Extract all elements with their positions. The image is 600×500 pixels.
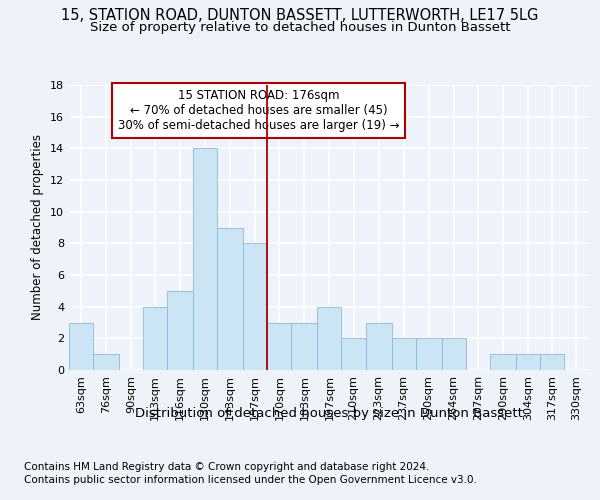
- Y-axis label: Number of detached properties: Number of detached properties: [31, 134, 44, 320]
- Bar: [317, 306, 341, 370]
- Bar: [243, 244, 268, 370]
- Bar: [93, 354, 119, 370]
- Bar: [516, 354, 540, 370]
- Bar: [167, 291, 193, 370]
- Bar: [416, 338, 442, 370]
- Bar: [217, 228, 243, 370]
- Text: 15, STATION ROAD, DUNTON BASSETT, LUTTERWORTH, LE17 5LG: 15, STATION ROAD, DUNTON BASSETT, LUTTER…: [61, 8, 539, 22]
- Bar: [341, 338, 365, 370]
- Bar: [490, 354, 516, 370]
- Text: Distribution of detached houses by size in Dunton Bassett: Distribution of detached houses by size …: [135, 408, 523, 420]
- Bar: [193, 148, 217, 370]
- Bar: [392, 338, 416, 370]
- Text: Contains public sector information licensed under the Open Government Licence v3: Contains public sector information licen…: [24, 475, 477, 485]
- Bar: [292, 322, 317, 370]
- Bar: [442, 338, 466, 370]
- Bar: [69, 322, 93, 370]
- Bar: [268, 322, 292, 370]
- Bar: [365, 322, 392, 370]
- Text: Size of property relative to detached houses in Dunton Bassett: Size of property relative to detached ho…: [90, 21, 510, 34]
- Text: 15 STATION ROAD: 176sqm
← 70% of detached houses are smaller (45)
30% of semi-de: 15 STATION ROAD: 176sqm ← 70% of detache…: [118, 90, 399, 132]
- Bar: [143, 306, 167, 370]
- Text: Contains HM Land Registry data © Crown copyright and database right 2024.: Contains HM Land Registry data © Crown c…: [24, 462, 430, 472]
- Bar: [540, 354, 564, 370]
